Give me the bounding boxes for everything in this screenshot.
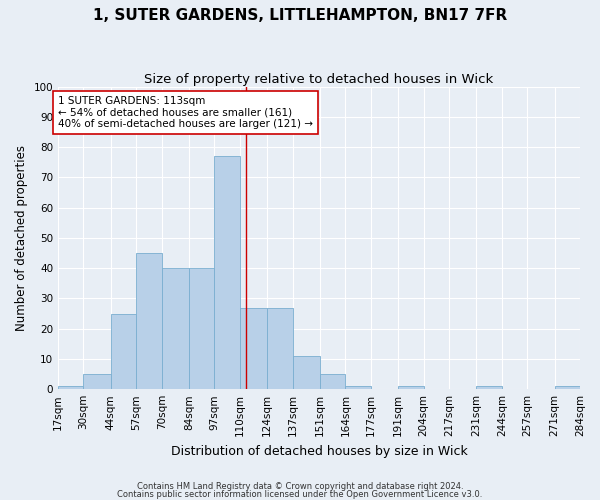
Bar: [267, 308, 293, 389]
Bar: [189, 268, 214, 389]
Bar: [111, 314, 136, 389]
Bar: [293, 356, 320, 389]
Bar: [161, 268, 189, 389]
Bar: [83, 374, 111, 389]
Bar: [240, 308, 267, 389]
Bar: [554, 386, 580, 389]
Bar: [346, 386, 371, 389]
Title: Size of property relative to detached houses in Wick: Size of property relative to detached ho…: [145, 72, 494, 86]
Text: 1, SUTER GARDENS, LITTLEHAMPTON, BN17 7FR: 1, SUTER GARDENS, LITTLEHAMPTON, BN17 7F…: [93, 8, 507, 22]
Y-axis label: Number of detached properties: Number of detached properties: [15, 145, 28, 331]
Bar: [398, 386, 424, 389]
Text: Contains public sector information licensed under the Open Government Licence v3: Contains public sector information licen…: [118, 490, 482, 499]
Text: 1 SUTER GARDENS: 113sqm
← 54% of detached houses are smaller (161)
40% of semi-d: 1 SUTER GARDENS: 113sqm ← 54% of detache…: [58, 96, 313, 129]
Text: Contains HM Land Registry data © Crown copyright and database right 2024.: Contains HM Land Registry data © Crown c…: [137, 482, 463, 491]
Bar: [214, 156, 240, 389]
Bar: [58, 386, 83, 389]
Bar: [476, 386, 502, 389]
X-axis label: Distribution of detached houses by size in Wick: Distribution of detached houses by size …: [170, 444, 467, 458]
Bar: [320, 374, 346, 389]
Bar: [136, 253, 161, 389]
